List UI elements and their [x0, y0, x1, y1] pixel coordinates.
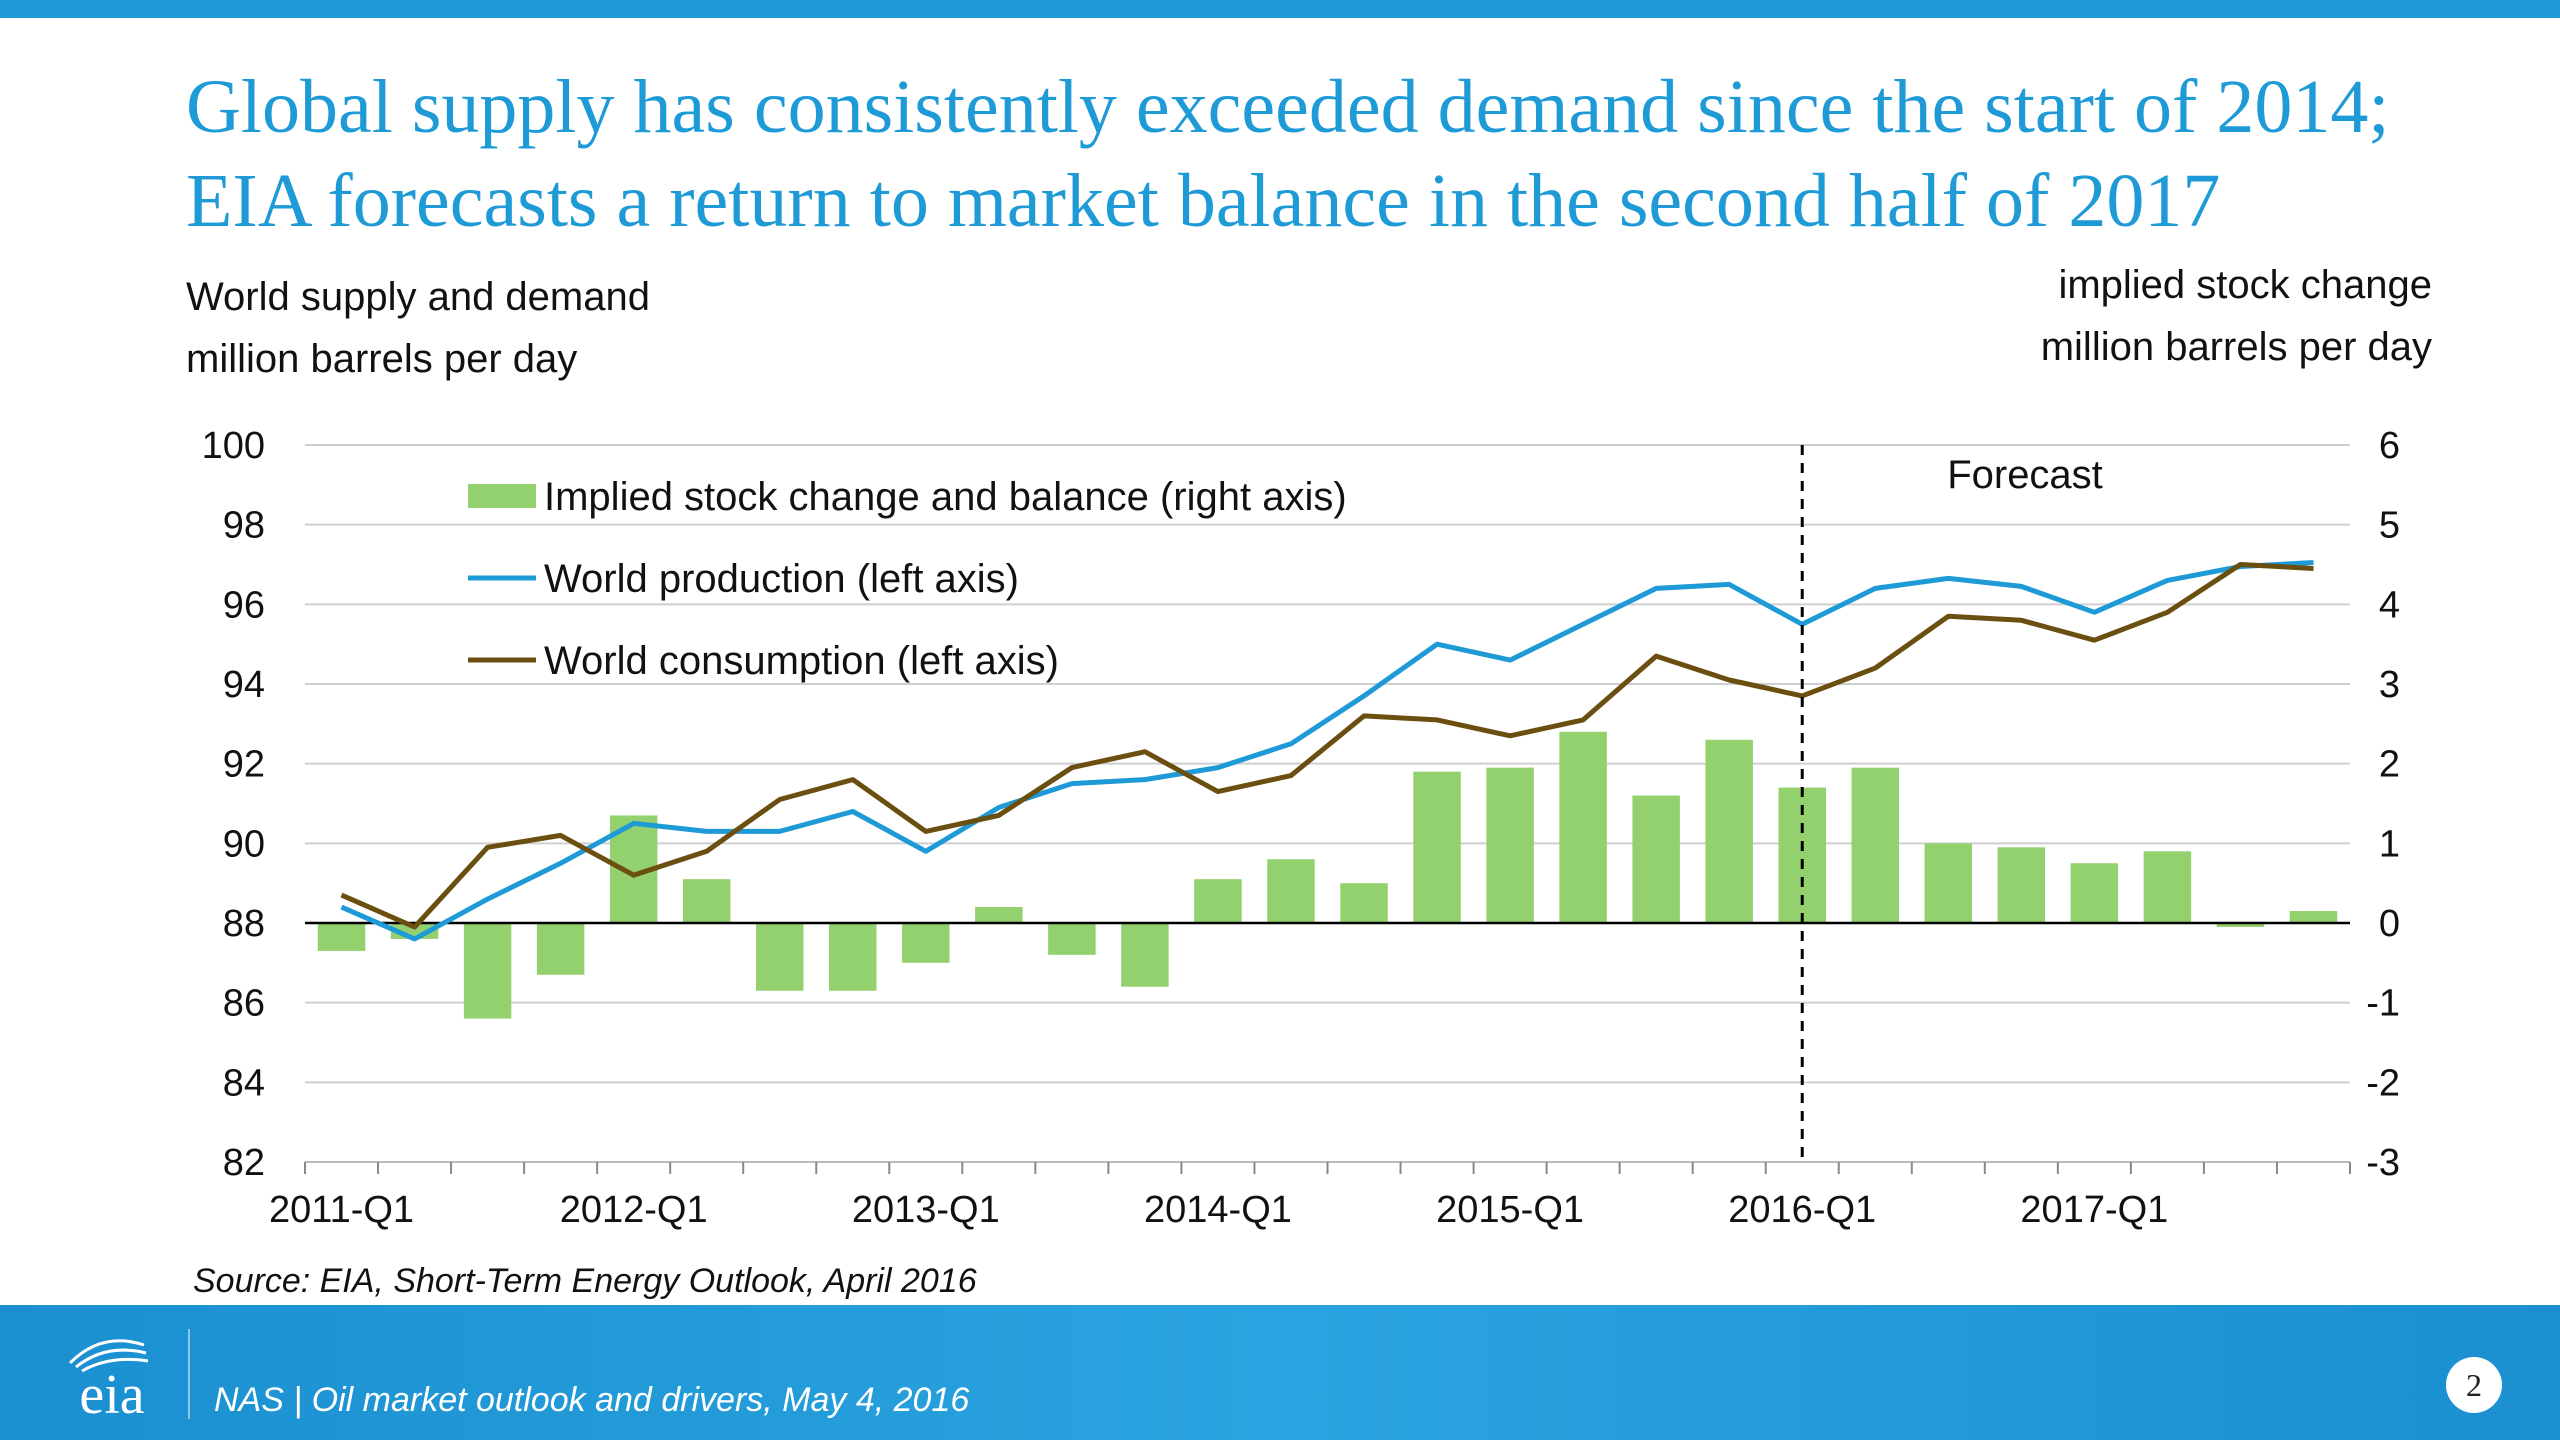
page-number: 2: [2446, 1357, 2502, 1413]
bar-implied-stock-change: [1486, 767, 1534, 923]
bar-implied-stock-change: [317, 923, 366, 951]
bar-implied-stock-change: [902, 923, 950, 963]
y-right-tick-label: 3: [2379, 664, 2400, 706]
source-note: Source: EIA, Short-Term Energy Outlook, …: [193, 1262, 977, 1300]
world-production-line: [340, 560, 2314, 942]
bar-implied-stock-change: [1632, 795, 1680, 923]
right-axis-caption-line-1: implied stock change: [2058, 263, 2432, 307]
world-consumption-line: [340, 562, 2314, 930]
bar-implied-stock-change: [2216, 923, 2265, 927]
slide-title: Global supply has consistently exceeded …: [186, 60, 2516, 248]
left-axis-caption-line-2: million barrels per day: [186, 337, 578, 381]
y-right-tick-label: 2: [2379, 744, 2400, 786]
bar-implied-stock-change: [829, 923, 877, 991]
y-right-tick-label: -3: [2366, 1142, 2400, 1184]
y-right-tick-label: 1: [2379, 823, 2400, 865]
y-left-tick-label: 100: [202, 425, 265, 467]
legend-swatch-bars: [468, 484, 536, 508]
x-tick-label: 2017-Q1: [2020, 1189, 2168, 1231]
y-right-tick-label: -2: [2366, 1062, 2400, 1104]
legend-label-consumption: World consumption (left axis): [544, 639, 1059, 683]
bar-implied-stock-change: [2143, 851, 2192, 923]
y-left-tick-label: 96: [223, 584, 265, 626]
svg-text:eia: eia: [79, 1364, 144, 1423]
top-accent-bar: [0, 0, 2560, 18]
left-axis-caption-line-1: World supply and demand: [186, 275, 650, 319]
y-left-tick-label: 92: [223, 744, 265, 786]
bar-implied-stock-change: [2070, 863, 2119, 923]
y-left-tick-label: 86: [223, 983, 265, 1025]
bar-implied-stock-change: [1048, 923, 1096, 955]
bar-implied-stock-change: [1705, 739, 1753, 923]
bar-implied-stock-change: [2289, 911, 2338, 923]
footer-bar: eia NAS | Oil market outlook and drivers…: [0, 1305, 2560, 1440]
bar-implied-stock-change: [682, 879, 731, 923]
supply-demand-chart: 82 84 86 88 90 92 94 96 98 100 -3 -2 -1 0 1 2 3 4 5 6 2011-Q…: [202, 425, 2400, 1231]
slide-title-line-2: EIA forecasts a return to market balance…: [186, 159, 2221, 243]
bar-implied-stock-change: [1559, 731, 1607, 923]
legend-label-bars: Implied stock change and balance (right …: [544, 475, 1347, 519]
y-right-tick-label: 6: [2379, 425, 2400, 467]
bar-implied-stock-change: [1340, 883, 1388, 923]
x-tick-label: 2013-Q1: [852, 1189, 1000, 1231]
y-left-tick-label: 98: [223, 505, 265, 547]
bar-implied-stock-change: [975, 907, 1023, 923]
y-right-tick-label: 4: [2379, 584, 2400, 626]
right-axis-caption-line-2: million barrels per day: [2040, 325, 2432, 369]
y-left-tick-label: 84: [223, 1062, 265, 1104]
left-axis-caption: World supply and demand million barrels …: [186, 266, 650, 390]
x-tick-label: 2015-Q1: [1436, 1189, 1584, 1231]
x-tick-label: 2012-Q1: [560, 1189, 708, 1231]
bar-implied-stock-change: [1121, 923, 1169, 987]
y-right-tick-label: 0: [2379, 903, 2400, 945]
y-left-tick-label: 94: [223, 664, 265, 706]
x-tick-label: 2011-Q1: [269, 1189, 414, 1231]
x-tick-label: 2014-Q1: [1144, 1189, 1292, 1231]
bar-implied-stock-change: [1924, 843, 1973, 923]
forecast-label: Forecast: [1947, 453, 2103, 497]
bar-implied-stock-change: [755, 923, 804, 991]
legend-label-production: World production (left axis): [544, 557, 1019, 601]
bar-implied-stock-change: [536, 923, 585, 975]
bar-implied-stock-change: [1267, 859, 1315, 923]
slide-title-line-1: Global supply has consistently exceeded …: [186, 65, 2390, 149]
y-right-tick-label: 5: [2379, 505, 2400, 547]
bar-implied-stock-change: [463, 923, 512, 1019]
bar-implied-stock-change: [1413, 771, 1461, 923]
bar-implied-stock-change: [1997, 847, 2046, 923]
right-axis-caption: implied stock change million barrels per…: [2041, 254, 2432, 378]
y-right-tick-label: -1: [2366, 983, 2400, 1025]
bar-implied-stock-change: [1851, 767, 1900, 923]
y-left-tick-label: 88: [223, 903, 265, 945]
footer-divider: [188, 1329, 190, 1419]
x-tick-label: 2016-Q1: [1728, 1189, 1876, 1231]
bar-implied-stock-change: [1194, 879, 1242, 923]
y-left-tick-label: 82: [223, 1142, 265, 1184]
eia-logo-icon: eia: [68, 1339, 149, 1423]
y-left-tick-label: 90: [223, 823, 265, 865]
footer-text: NAS | Oil market outlook and drivers, Ma…: [214, 1381, 970, 1419]
